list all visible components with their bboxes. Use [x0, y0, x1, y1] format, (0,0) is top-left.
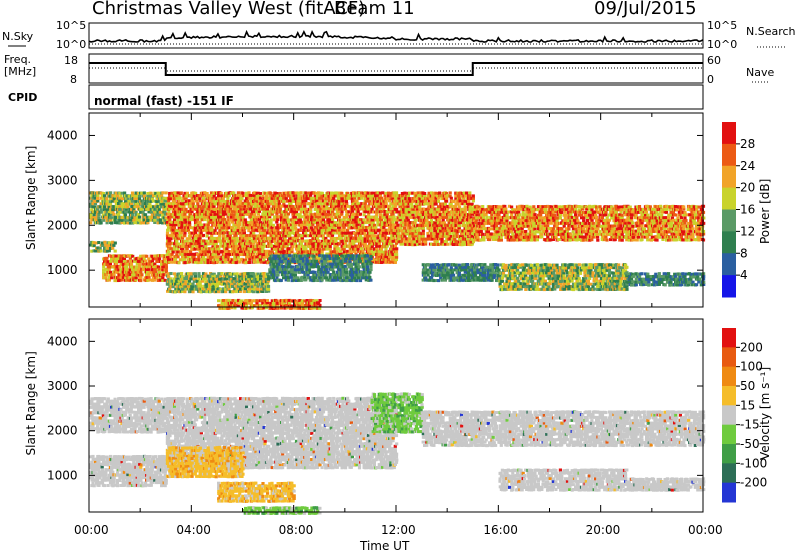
power-colorbar-label: 24: [740, 159, 755, 173]
power-colorbar-swatch: [722, 253, 736, 276]
velocity-colorbar-title: Velocity [m s⁻¹]: [758, 367, 772, 460]
noise-search-label: N.Search: [746, 25, 796, 38]
velocity-colorbar-swatch: [722, 347, 736, 368]
velocity-colorbar-swatch: [722, 366, 736, 387]
cpid-panel-frame: [88, 84, 704, 110]
power-ytick-label: 2000: [47, 218, 78, 232]
velocity-colorbar-label: -100: [740, 456, 767, 470]
velocity-ylabel: Slant Range [km]: [24, 351, 38, 455]
power-colorbar-swatch: [722, 209, 736, 232]
velocity-colorbar-label: 15: [740, 398, 755, 412]
power-colorbar-swatch: [722, 143, 736, 167]
velocity-colorbar-swatch: [722, 463, 736, 484]
freq-unit-label: [MHz]: [4, 65, 37, 78]
nave-tick-top: 60: [707, 54, 721, 67]
freq-tick-top: 18: [64, 54, 78, 67]
velocity-colorbar-swatch: [722, 482, 736, 503]
power-ytick-label: 1000: [47, 263, 78, 277]
cpid-text: normal (fast) -151 IF: [94, 94, 234, 108]
freq-panel-frame: [88, 53, 704, 84]
power-colorbar-swatch: [722, 122, 736, 145]
velocity-colorbar-swatch: [722, 424, 736, 445]
velocity-ytick-label: 1000: [47, 468, 78, 482]
nave-tick-bottom: 0: [707, 73, 714, 86]
velocity-colorbar-label: 200: [740, 340, 763, 354]
noise-left-tick-bottom: 10^0: [56, 38, 87, 51]
noise-right-tick-top: 10^5: [707, 19, 738, 32]
power-ytick-label: 3000: [47, 173, 78, 187]
velocity-colorbar-label: 50: [740, 379, 755, 393]
freq-label: Freq.: [4, 53, 32, 66]
velocity-colorbar-label: -200: [740, 476, 767, 490]
noise-panel-frame: [88, 22, 704, 49]
noise-sky-label: N.Sky: [2, 30, 34, 43]
velocity-ytick-label: 2000: [47, 424, 78, 438]
xtick-label: 12:00: [381, 523, 416, 537]
station-title: Christmas Valley West (fitACF): [92, 0, 366, 19]
freq-trace: [89, 62, 703, 76]
power-ytick-label: 4000: [47, 128, 78, 142]
noise-right-tick-bottom: 10^0: [707, 38, 738, 51]
nave-label: Nave: [746, 66, 775, 79]
velocity-colorbar-swatch: [722, 444, 736, 464]
velocity-colorbar-label: 100: [740, 360, 763, 374]
x-axis-title: Time UT: [359, 539, 410, 553]
power-panel: [89, 191, 706, 310]
xtick-label: 16:00: [483, 523, 518, 537]
xtick-label: 00:00: [74, 523, 109, 537]
xtick-label: 08:00: [279, 523, 314, 537]
noise-sky-trace: [88, 29, 704, 44]
power-colorbar-label: 4: [740, 268, 748, 282]
velocity-ytick-label: 3000: [47, 379, 78, 393]
date-title: 09/Jul/2015: [594, 0, 697, 19]
xtick-label: 04:00: [176, 523, 211, 537]
power-colorbar-swatch: [722, 165, 736, 189]
xtick-label: 00:00: [688, 523, 723, 537]
power-colorbar-label: 16: [740, 203, 755, 217]
velocity-colorbar-swatch: [722, 386, 736, 406]
power-colorbar-label: 20: [740, 181, 755, 195]
velocity-colorbar-label: -15: [740, 418, 760, 432]
freq-tick-bottom: 8: [70, 73, 77, 86]
power-colorbar-label: 12: [740, 224, 755, 238]
power-colorbar-swatch: [722, 187, 736, 210]
velocity-panel: [89, 392, 706, 515]
velocity-colorbar-swatch: [722, 328, 736, 348]
power-colorbar-label: 8: [740, 246, 748, 260]
noise-left-tick-top: 10^5: [56, 19, 87, 32]
power-colorbar-label: 28: [740, 137, 755, 151]
power-colorbar-swatch: [722, 231, 736, 254]
cpid-label: CPID: [8, 91, 38, 104]
velocity-colorbar-swatch: [722, 405, 736, 426]
nave-trace: [89, 67, 703, 72]
beam-title: Beam 11: [334, 0, 415, 19]
power-colorbar-title: Power [dB]: [758, 179, 772, 244]
xtick-label: 20:00: [586, 523, 621, 537]
velocity-colorbar-label: -50: [740, 437, 760, 451]
velocity-ytick-label: 4000: [47, 334, 78, 348]
power-colorbar-swatch: [722, 275, 736, 298]
power-ylabel: Slant Range [km]: [24, 146, 38, 250]
